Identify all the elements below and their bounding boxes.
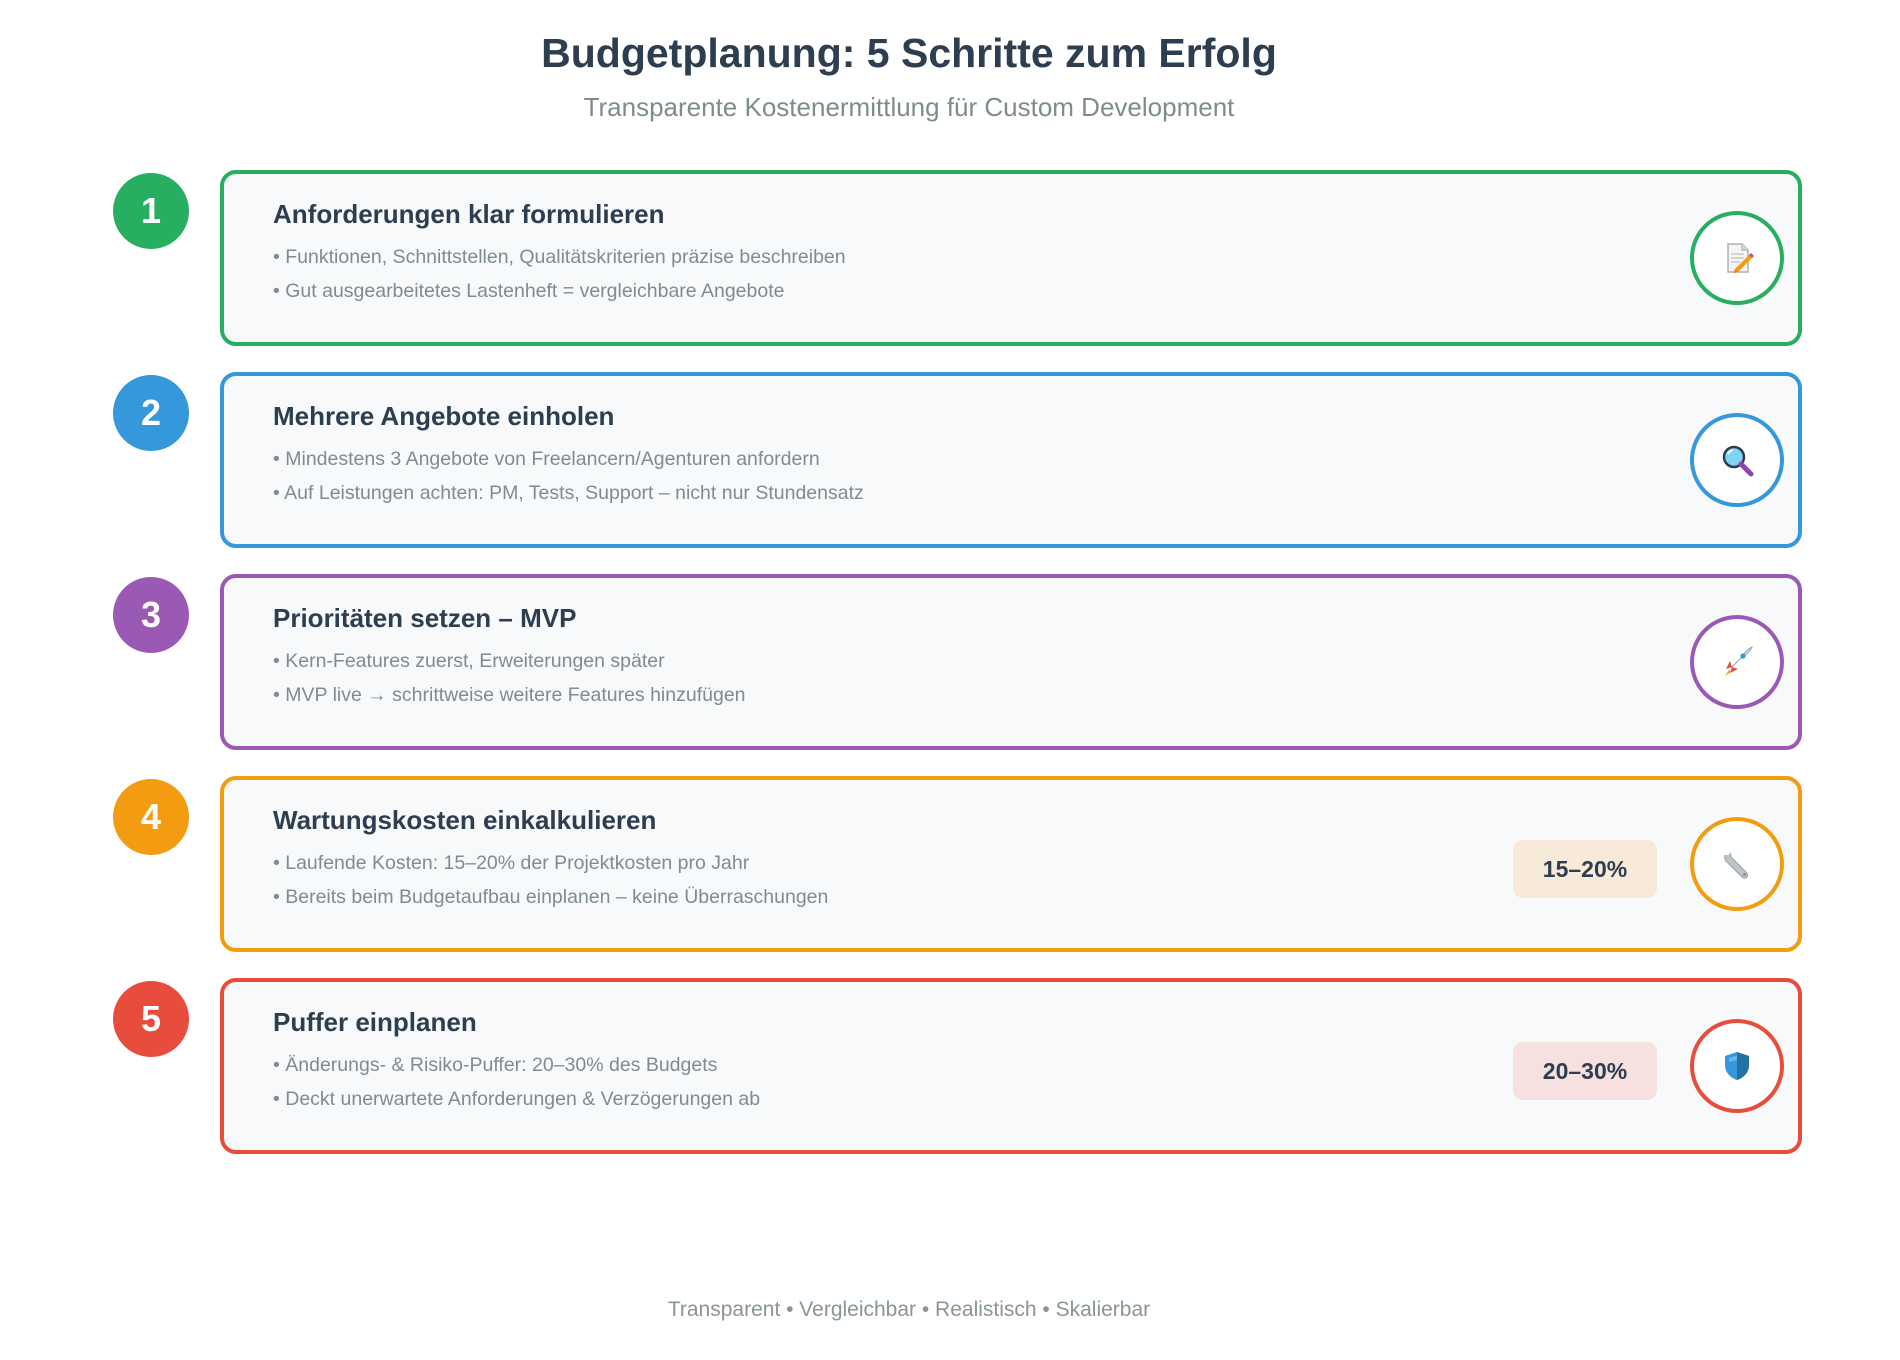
percentage-badge: 20–30% [1513,1042,1657,1100]
step-title: Puffer einplanen [273,1007,477,1037]
shield-icon [1690,1019,1784,1113]
step-card: Puffer einplanen • Änderungs- & Risiko-P… [220,978,1802,1154]
step-number-badge: 1 [113,173,189,249]
step-card: Prioritäten setzen – MVP • Kern-Features… [220,574,1802,750]
step-3: 3 Prioritäten setzen – MVP • Kern-Featur… [0,574,1900,750]
step-5: 5 Puffer einplanen • Änderungs- & Risiko… [0,978,1900,1154]
memo-icon [1690,211,1784,305]
step-bullet: • Laufende Kosten: 15–20% der Projektkos… [273,852,750,874]
wrench-icon [1690,817,1784,911]
rocket-icon [1690,615,1784,709]
page-subtitle: Transparente Kostenermittlung für Custom… [583,92,1235,122]
step-bullet: • Auf Leistungen achten: PM, Tests, Supp… [273,482,864,504]
step-title: Wartungskosten einkalkulieren [273,805,657,835]
step-4: 4 Wartungskosten einkalkulieren • Laufen… [0,776,1900,952]
step-number-badge: 2 [113,375,189,451]
step-title: Prioritäten setzen – MVP [273,603,577,633]
step-title: Anforderungen klar formulieren [273,199,665,229]
step-card: Anforderungen klar formulieren • Funktio… [220,170,1802,346]
step-bullet: • Kern-Features zuerst, Erweiterungen sp… [273,650,665,672]
footer-tagline: Transparent • Vergleichbar • Realistisch… [667,1298,1151,1321]
step-bullet: • Gut ausgearbeitetes Lastenheft = vergl… [273,280,785,302]
step-title: Mehrere Angebote einholen [273,401,615,431]
step-number-badge: 4 [113,779,189,855]
step-bullet: • MVP live → schrittweise weitere Featur… [273,684,746,706]
step-number-badge: 3 [113,577,189,653]
step-number-badge: 5 [113,981,189,1057]
step-bullet: • Bereits beim Budgetaufbau einplanen – … [273,886,829,908]
step-card: Mehrere Angebote einholen • Mindestens 3… [220,372,1802,548]
step-bullet: • Funktionen, Schnittstellen, Qualitätsk… [273,246,846,268]
step-card: Wartungskosten einkalkulieren • Laufende… [220,776,1802,952]
step-1: 1 Anforderungen klar formulieren • Funkt… [0,170,1900,346]
step-bullet: • Deckt unerwartete Anforderungen & Verz… [273,1088,761,1110]
magnifier-icon [1690,413,1784,507]
percentage-badge: 15–20% [1513,840,1657,898]
step-2: 2 Mehrere Angebote einholen • Mindestens… [0,372,1900,548]
page-title: Budgetplanung: 5 Schritte zum Erfolg [541,30,1277,76]
step-bullet: • Änderungs- & Risiko-Puffer: 20–30% des… [273,1054,718,1076]
step-bullet: • Mindestens 3 Angebote von Freelancern/… [273,448,820,470]
